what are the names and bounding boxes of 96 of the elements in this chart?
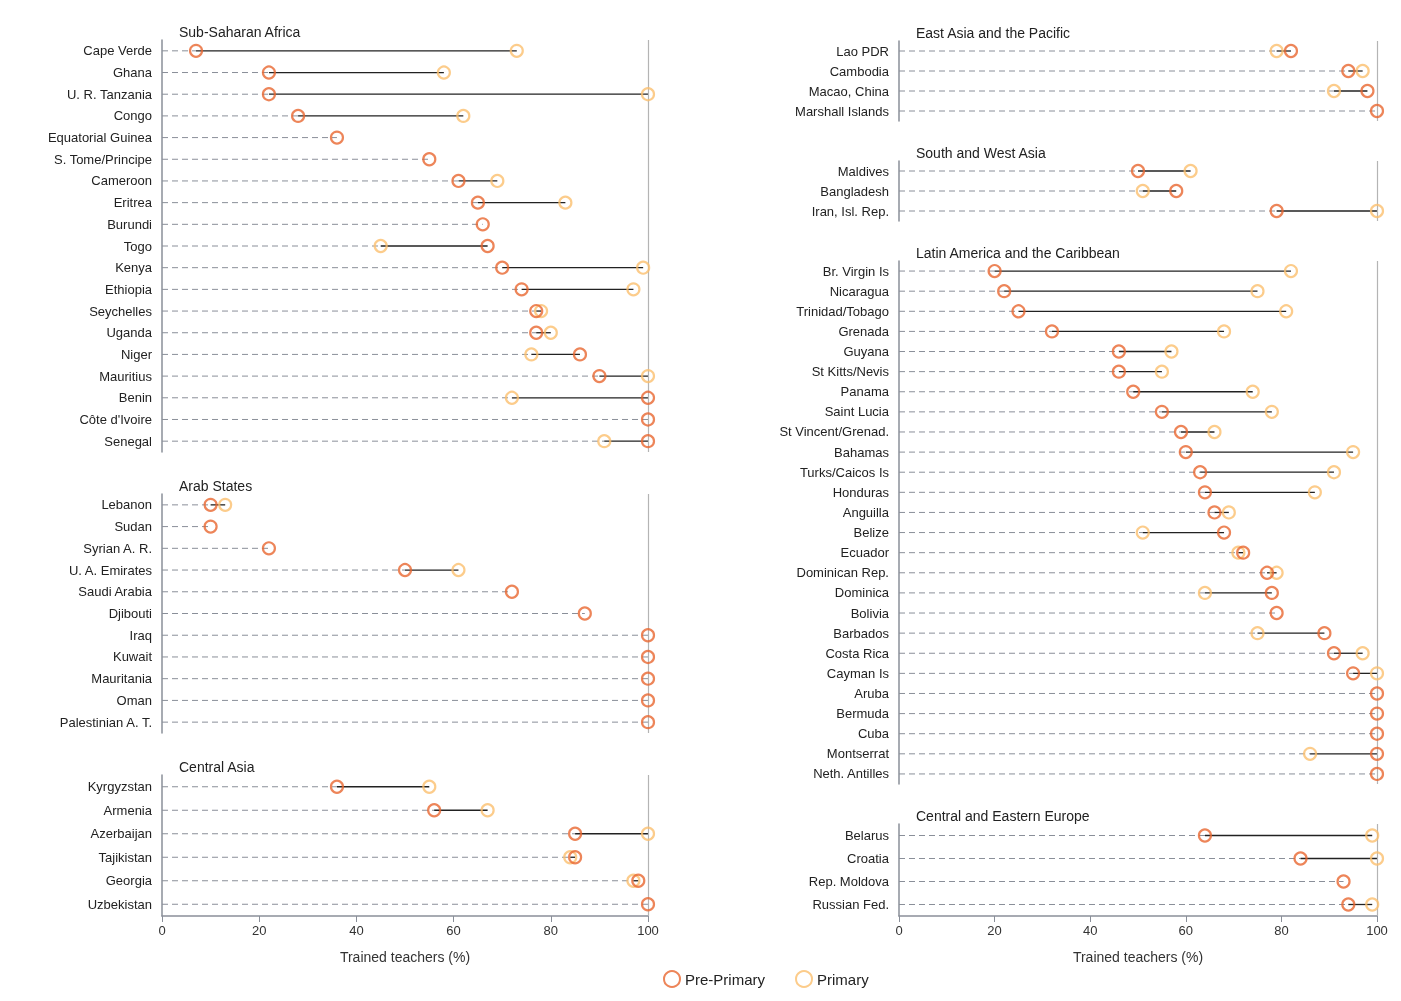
y-tick-label: Cape Verde	[83, 43, 152, 59]
y-tick-label: Ethiopia	[105, 281, 153, 297]
y-tick-label: Cambodia	[829, 63, 890, 79]
y-tick-label: St Kitts/Nevis	[811, 364, 890, 380]
y-tick-label: Georgia	[105, 873, 153, 889]
y-tick-label: Lebanon	[101, 497, 152, 513]
y-tick-label: Kyrgyzstan	[87, 779, 152, 795]
y-tick-label: Panama	[840, 384, 890, 400]
x-tick-label: 100	[1366, 923, 1388, 938]
y-tick-label: Marshall Islands	[795, 103, 890, 119]
chart-title: Central Asia	[179, 759, 255, 775]
y-tick-label: Br. Virgin Is	[822, 263, 890, 279]
y-tick-label: Djibouti	[108, 606, 153, 621]
y-tick-label: Tajikistan	[98, 849, 152, 865]
chart-title: Arab States	[179, 478, 253, 494]
chart-title: East Asia and the Pacific	[916, 25, 1071, 41]
y-tick-label: Togo	[123, 238, 152, 254]
y-tick-label: Belize	[853, 525, 889, 541]
y-tick-label: U. R. Tanzania	[66, 86, 153, 102]
y-tick-label: Niger	[120, 346, 153, 362]
y-tick-label: Grenada	[838, 323, 890, 339]
y-tick-label: U. A. Emirates	[68, 562, 153, 578]
y-tick-label: Neth. Antilles	[813, 766, 890, 782]
y-tick-label: Sudan	[114, 519, 152, 535]
y-tick-label: Azerbaijan	[90, 826, 152, 842]
y-tick-label: Guyana	[843, 344, 890, 360]
y-tick-label: Croatia	[847, 851, 890, 866]
y-tick-label: Bolivia	[850, 605, 890, 621]
y-tick-label: Bangladesh	[820, 183, 889, 199]
y-tick-label: Ghana	[112, 65, 153, 81]
y-tick-label: Iraq	[129, 627, 152, 643]
x-tick-label: 40	[349, 923, 364, 938]
x-tick-label: 60	[1178, 923, 1194, 938]
x-axis-title: Trained teachers (%)	[1072, 949, 1204, 965]
y-tick-label: Bahamas	[834, 444, 890, 460]
y-tick-label: Cameroon	[91, 173, 152, 189]
y-tick-label: Nicaragua	[829, 283, 890, 299]
y-tick-label: Costa Rica	[825, 645, 890, 661]
y-tick-label: Seychelles	[89, 303, 153, 319]
chart-title: Central and Eastern Europe	[916, 808, 1090, 824]
y-tick-label: Armenia	[103, 802, 153, 818]
y-tick-label: Cuba	[857, 726, 890, 742]
y-tick-label: Côte d'Ivoire	[79, 411, 152, 427]
y-tick-label: Congo	[113, 108, 152, 124]
y-tick-label: Mauritius	[99, 368, 153, 384]
x-tick-label: 20	[251, 923, 267, 938]
x-tick-label: 40	[1082, 923, 1098, 938]
y-tick-label: Mauritania	[91, 671, 153, 687]
y-tick-label: Barbados	[833, 625, 890, 641]
x-tick-label: 0	[158, 923, 166, 938]
y-tick-label: Russian Fed.	[812, 897, 889, 912]
y-tick-label: S. Tome/Principe	[53, 151, 152, 167]
y-tick-label: Iran, Isl. Rep.	[811, 203, 889, 219]
y-tick-label: Honduras	[832, 484, 890, 500]
y-tick-label: Oman	[116, 692, 152, 708]
y-tick-label: Dominican Rep.	[796, 565, 889, 581]
y-tick-label: Aruba	[854, 685, 890, 701]
y-tick-label: Macao, China	[808, 83, 890, 99]
x-tick-label: 60	[446, 923, 461, 938]
y-tick-label: Equatorial Guinea	[47, 130, 153, 146]
y-tick-label: St Vincent/Grenad.	[779, 424, 889, 440]
y-tick-label: Uganda	[106, 325, 153, 341]
y-tick-label: Maldives	[837, 163, 890, 179]
chart-title: Sub-Saharan Africa	[179, 24, 301, 40]
y-tick-label: Syrian A. R.	[83, 540, 152, 556]
y-tick-label: Dominica	[834, 585, 890, 601]
y-tick-label: Bermuda	[836, 706, 890, 722]
y-tick-label: Saudi Arabia	[78, 584, 153, 600]
x-tick-label: 100	[637, 923, 659, 938]
x-tick-label: 0	[895, 923, 903, 938]
y-tick-label: Benin	[118, 390, 152, 406]
y-tick-label: Eritrea	[113, 195, 153, 211]
y-tick-label: Cayman Is	[826, 665, 890, 681]
y-tick-label: Anguilla	[842, 504, 890, 520]
chart-title: Latin America and the Caribbean	[916, 245, 1120, 261]
y-tick-label: Rep. Moldova	[808, 874, 890, 889]
y-tick-label: Senegal	[104, 433, 153, 449]
x-tick-label: 20	[987, 923, 1002, 938]
legend-label: Pre-Primary	[685, 970, 766, 988]
y-tick-label: Kuwait	[112, 649, 153, 665]
y-tick-label: Trinidad/Tobago	[796, 303, 889, 319]
chart-title: South and West Asia	[916, 145, 1046, 161]
legend-label: Primary	[817, 970, 870, 988]
y-tick-label: Turks/Caicos Is	[799, 464, 890, 480]
y-tick-label: Uzbekistan	[87, 896, 152, 912]
x-tick-label: 80	[1274, 923, 1289, 938]
y-tick-label: Belarus	[844, 828, 890, 843]
y-tick-label: Kenya	[115, 260, 153, 276]
x-axis-title: Trained teachers (%)	[339, 949, 471, 965]
y-tick-label: Ecuador	[840, 545, 890, 561]
y-tick-label: Lao PDR	[836, 43, 889, 59]
y-tick-label: Palestinian A. T.	[59, 714, 152, 730]
y-tick-label: Montserrat	[826, 746, 890, 762]
y-tick-label: Saint Lucia	[824, 404, 890, 420]
x-tick-label: 80	[543, 923, 559, 938]
y-tick-label: Burundi	[107, 216, 153, 232]
